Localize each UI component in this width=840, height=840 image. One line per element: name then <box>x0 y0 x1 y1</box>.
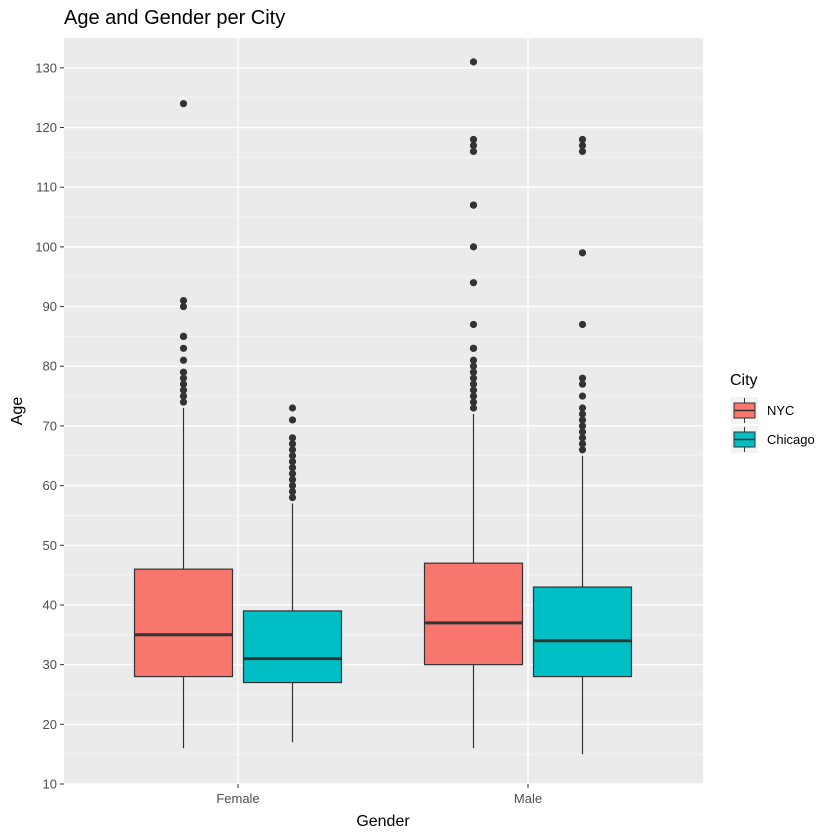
outlier-point <box>469 356 478 364</box>
outlier-point <box>179 296 188 305</box>
outlier-point <box>179 302 188 311</box>
y-tick-label: 50 <box>43 538 57 553</box>
outlier-point <box>288 464 297 472</box>
outlier-point <box>288 487 297 496</box>
outlier-point <box>469 135 478 144</box>
y-tick-label: 90 <box>43 299 57 314</box>
legend-title: City <box>730 372 758 389</box>
legend-item-chicago: Chicago <box>731 426 815 453</box>
outlier-point <box>578 249 587 257</box>
outlier-point <box>179 368 188 376</box>
y-tick-label: 110 <box>36 180 57 195</box>
legend-item-nyc: NYC <box>731 397 794 424</box>
outlier-point <box>469 320 478 329</box>
box-chicago-female <box>242 404 343 743</box>
outlier-point <box>578 434 587 442</box>
outlier-point <box>179 386 188 394</box>
outlier-point <box>578 141 587 150</box>
y-axis-title: Age <box>9 397 26 426</box>
outlier-point <box>469 279 478 287</box>
outlier-point <box>469 380 478 388</box>
legend-label: NYC <box>767 403 794 418</box>
outlier-point <box>179 344 188 352</box>
y-tick-label: 20 <box>43 717 57 732</box>
outlier-point <box>288 404 297 412</box>
outlier-point <box>288 416 297 424</box>
y-tick-label: 120 <box>35 120 57 135</box>
outlier-point <box>179 100 188 108</box>
outlier-point <box>578 404 587 412</box>
box-nyc-female <box>133 100 234 749</box>
y-tick-label: 60 <box>43 478 57 493</box>
outlier-point <box>288 482 297 490</box>
outlier-point <box>469 58 478 66</box>
box-nyc-male <box>423 58 524 749</box>
chart-title: Age and Gender per City <box>64 7 285 29</box>
outlier-point <box>578 428 587 436</box>
box-series <box>133 58 633 755</box>
legend-label: Chicago <box>767 432 815 447</box>
x-tick-label: Male <box>514 791 542 806</box>
y-tick-label: 40 <box>43 597 57 612</box>
outlier-point <box>578 135 587 144</box>
outlier-point <box>469 392 478 400</box>
outlier-point <box>578 440 587 448</box>
outlier-point <box>469 243 478 251</box>
outlier-point <box>288 470 297 478</box>
outlier-point <box>288 440 297 448</box>
outlier-point <box>578 392 587 400</box>
outlier-point <box>179 392 188 400</box>
outlier-point <box>179 398 188 406</box>
y-tick-label: 80 <box>43 359 57 374</box>
legend: City NYC Chicago <box>730 372 815 453</box>
outlier-point <box>469 141 478 150</box>
y-tick-label: 130 <box>35 60 57 75</box>
box-iqr <box>133 568 234 678</box>
outlier-point <box>578 380 587 388</box>
outlier-point <box>469 362 478 370</box>
outlier-point <box>469 147 478 155</box>
box-iqr <box>423 562 524 666</box>
outlier-point <box>469 398 478 406</box>
outlier-point <box>288 446 297 454</box>
y-axis: 10 20 30 40 50 60 70 80 90 100 110 120 130 <box>35 60 64 792</box>
y-tick-label: 70 <box>43 418 57 433</box>
box-chicago-male <box>532 135 633 755</box>
y-tick-label: 100 <box>35 239 57 254</box>
outlier-point <box>578 416 587 424</box>
outlier-point <box>179 374 188 382</box>
outlier-point <box>469 404 478 412</box>
x-tick-label: Female <box>216 791 259 806</box>
outlier-point <box>469 201 478 209</box>
outlier-point <box>578 410 587 418</box>
outlier-point <box>469 386 478 394</box>
outlier-point <box>469 368 478 376</box>
outlier-point <box>578 422 587 430</box>
outlier-point <box>288 493 297 502</box>
outlier-point <box>288 434 297 442</box>
outlier-point <box>469 344 478 352</box>
box-iqr <box>242 610 343 684</box>
y-tick-label: 30 <box>43 657 57 672</box>
x-axis-title: Gender <box>356 813 410 830</box>
box-iqr <box>532 586 633 678</box>
y-tick-label: 10 <box>43 777 57 792</box>
outlier-point <box>469 374 478 382</box>
outlier-point <box>288 458 297 466</box>
outlier-point <box>578 320 587 329</box>
outlier-point <box>179 380 188 388</box>
outlier-point <box>578 374 587 382</box>
outlier-point <box>578 446 587 454</box>
outlier-point <box>578 147 587 155</box>
outlier-point <box>179 356 188 364</box>
x-axis: Female Male <box>216 784 542 806</box>
outlier-point <box>288 452 297 460</box>
outlier-point <box>288 476 297 484</box>
outlier-point <box>179 332 188 340</box>
